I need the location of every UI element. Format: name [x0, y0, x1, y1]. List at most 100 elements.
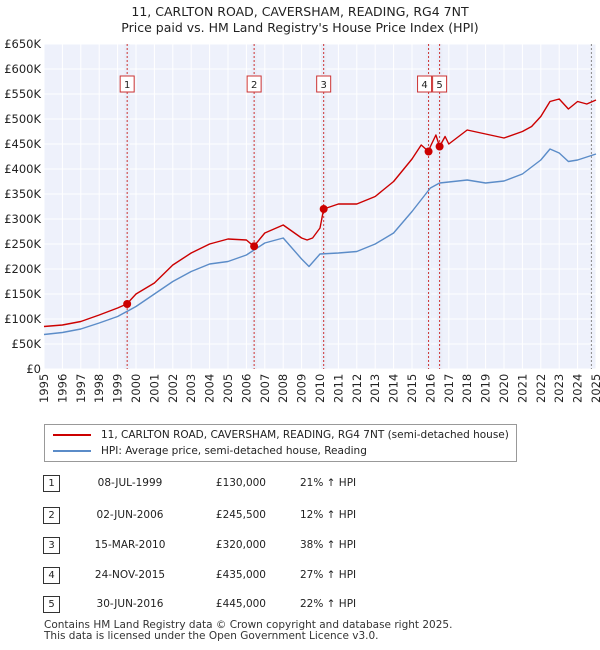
- legend: 11, CARLTON ROAD, CAVERSHAM, READING, RG…: [44, 424, 517, 462]
- transaction-hpi-change: 38% ↑ HPI: [300, 539, 357, 551]
- chart-title: 11, CARLTON ROAD, CAVERSHAM, READING, RG…: [131, 4, 469, 19]
- transaction-date: 08-JUL-1999: [97, 477, 163, 489]
- sale-point: [123, 300, 132, 308]
- transaction-date: 24-NOV-2015: [94, 569, 166, 581]
- y-tick-label: £250K: [4, 237, 41, 251]
- transaction-band: [251, 44, 257, 369]
- footer-licence: This data is licensed under the Open Gov…: [44, 630, 379, 642]
- y-tick-label: £550K: [4, 87, 41, 101]
- transaction-marker-box: [316, 75, 332, 93]
- transaction-number: 3: [43, 537, 60, 554]
- x-tick-label: 2013: [368, 374, 382, 403]
- x-tick-label: 2003: [184, 374, 198, 403]
- x-tick-label: 2015: [405, 374, 419, 403]
- legend-label-property: 11, CARLTON ROAD, CAVERSHAM, READING, RG…: [101, 429, 509, 441]
- footer-copyright: Contains HM Land Registry data © Crown c…: [44, 619, 453, 631]
- transaction-number: 4: [43, 567, 60, 584]
- legend-item-property: 11, CARLTON ROAD, CAVERSHAM, READING, RG…: [53, 427, 509, 443]
- chart-subtitle: Price paid vs. HM Land Registry's House …: [121, 20, 479, 35]
- transaction-marker-label: 3: [320, 80, 326, 91]
- transaction-marker-box: [119, 75, 135, 93]
- transaction-number: 5: [43, 596, 60, 613]
- x-tick-label: 2024: [571, 374, 585, 403]
- hpi-line: [43, 148, 597, 336]
- sale-point: [435, 142, 444, 151]
- x-tick-label: 1999: [111, 374, 125, 403]
- x-tick-label: 2006: [239, 374, 253, 403]
- transaction-price: £445,000: [215, 598, 266, 610]
- x-tick-label: 2007: [258, 374, 272, 403]
- table-row: 2 02-JUN-2006 £245,500 12% ↑ HPI: [0, 505, 600, 527]
- transaction-marker-box: [246, 75, 262, 93]
- transaction-band: [124, 44, 130, 369]
- transaction-marker-label: 1: [124, 80, 130, 91]
- x-tick-label: 2005: [221, 374, 235, 403]
- transaction-number: 1: [43, 475, 60, 492]
- transaction-marker-box: [432, 75, 448, 93]
- transaction-band: [436, 44, 443, 369]
- legend-swatch-property: [53, 434, 91, 436]
- sale-point: [424, 147, 433, 156]
- x-tick-label: 2016: [423, 374, 437, 403]
- transaction-hpi-change: 22% ↑ HPI: [300, 598, 357, 610]
- x-tick-label: 1996: [55, 374, 69, 403]
- x-tick-label: 2014: [387, 374, 401, 403]
- x-tick-label: 2009: [295, 374, 309, 403]
- y-tick-label: £100K: [4, 312, 41, 326]
- transaction-marker-label: 5: [436, 80, 442, 91]
- transaction-date: 02-JUN-2006: [96, 509, 164, 521]
- table-row: 5 30-JUN-2016 £445,000 22% ↑ HPI: [0, 594, 600, 616]
- x-tick-label: 2025: [589, 374, 600, 403]
- x-tick-label: 2020: [497, 374, 511, 403]
- sale-point: [250, 242, 259, 251]
- transaction-price: £320,000: [215, 539, 266, 551]
- x-tick-label: 1995: [37, 374, 51, 403]
- property-price-line: [43, 98, 597, 328]
- transaction-date: 15-MAR-2010: [94, 539, 166, 551]
- x-tick-label: 2004: [203, 374, 217, 403]
- x-tick-label: 1998: [92, 374, 106, 403]
- x-tick-label: 2011: [331, 374, 345, 403]
- x-tick-label: 2008: [276, 374, 290, 403]
- legend-swatch-hpi: [53, 450, 91, 452]
- transaction-hpi-change: 12% ↑ HPI: [300, 509, 357, 521]
- y-tick-label: £0: [26, 362, 41, 376]
- x-tick-label: 2010: [313, 374, 327, 403]
- y-tick-label: £400K: [4, 162, 41, 176]
- y-tick-label: £200K: [4, 262, 41, 276]
- y-tick-label: £350K: [4, 187, 41, 201]
- x-tick-label: 2002: [166, 374, 180, 403]
- x-tick-label: 1997: [74, 374, 88, 403]
- transaction-marker-label: 2: [251, 80, 257, 91]
- y-tick-label: £150K: [4, 287, 41, 301]
- transaction-price: £245,500: [215, 509, 266, 521]
- transaction-marker-box: [417, 75, 433, 93]
- x-tick-label: 2018: [460, 374, 474, 403]
- x-tick-label: 2000: [129, 374, 143, 403]
- legend-item-hpi: HPI: Average price, semi-detached house,…: [53, 443, 367, 459]
- x-tick-label: 2019: [479, 374, 493, 403]
- transaction-number: 2: [43, 507, 60, 524]
- y-tick-label: £500K: [4, 112, 41, 126]
- y-tick-label: £50K: [12, 337, 42, 351]
- x-tick-label: 2022: [534, 374, 548, 403]
- x-tick-label: 2001: [147, 374, 161, 403]
- sale-point: [319, 205, 328, 213]
- footer: Contains HM Land Registry data © Crown c…: [44, 620, 452, 642]
- y-tick-label: £600K: [4, 62, 41, 76]
- table-row: 4 24-NOV-2015 £435,000 27% ↑ HPI: [0, 565, 600, 587]
- x-tick-label: 2012: [350, 374, 364, 403]
- y-tick-label: £650K: [4, 37, 41, 51]
- x-tick-label: 2023: [552, 374, 566, 403]
- transaction-hpi-change: 27% ↑ HPI: [300, 569, 357, 581]
- table-row: 1 08-JUL-1999 £130,000 21% ↑ HPI: [0, 473, 600, 495]
- transaction-date: 30-JUN-2016: [96, 598, 164, 610]
- y-tick-label: £300K: [4, 212, 41, 226]
- transaction-marker-label: 4: [421, 80, 427, 91]
- transaction-hpi-change: 21% ↑ HPI: [300, 477, 357, 489]
- table-row: 3 15-MAR-2010 £320,000 38% ↑ HPI: [0, 535, 600, 557]
- x-tick-label: 2021: [515, 374, 529, 403]
- x-tick-label: 2017: [442, 374, 456, 403]
- legend-label-hpi: HPI: Average price, semi-detached house,…: [101, 445, 367, 457]
